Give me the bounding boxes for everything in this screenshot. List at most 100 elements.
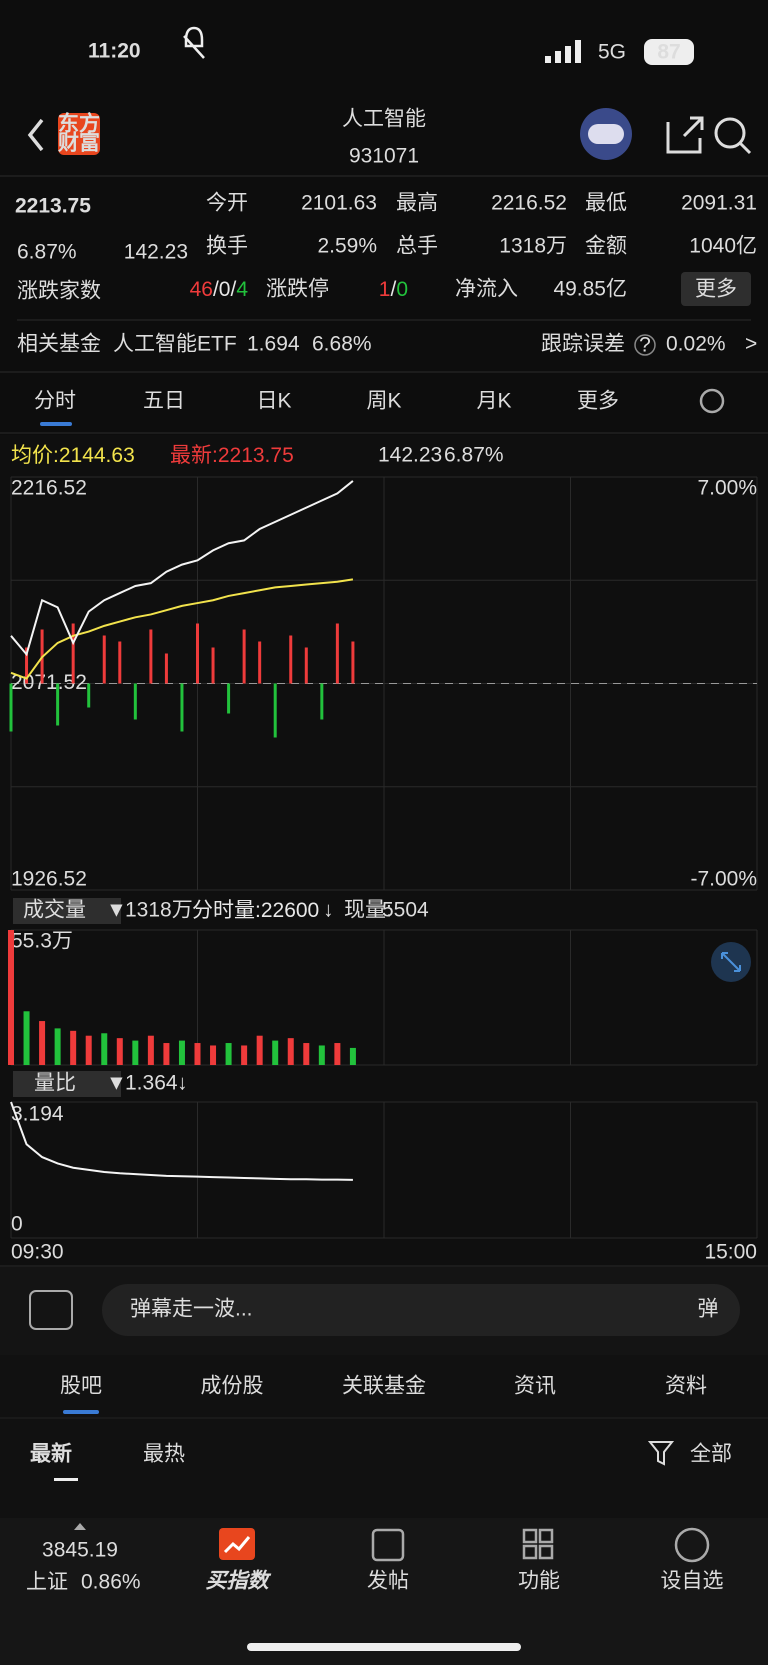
volume-bar <box>8 930 14 1065</box>
label[interactable]: 人工智能ETF <box>113 333 237 356</box>
comment-icon[interactable] <box>29 1290 73 1330</box>
volume-bar <box>101 1033 108 1065</box>
label: 今开 <box>206 192 248 215</box>
value: 1040亿 <box>689 235 757 258</box>
label: 1.364 <box>125 1072 178 1095</box>
post-icon[interactable] <box>371 1528 405 1562</box>
change: 142.23 <box>124 241 188 264</box>
label[interactable]: 弹 <box>698 1298 719 1321</box>
breadth: 46/0/4 <box>190 278 249 301</box>
sub-underline <box>54 1478 78 1481</box>
tab[interactable]: 更多 <box>577 390 619 413</box>
tab[interactable]: 月K <box>476 390 511 413</box>
more-button[interactable] <box>681 272 751 306</box>
bottom-nav <box>0 1518 768 1665</box>
logo-text: 财富 <box>58 131 100 155</box>
breadth-part: 0 <box>219 278 231 301</box>
flow-bar <box>351 641 355 684</box>
selector[interactable]: 成交量 <box>23 899 86 922</box>
ratio-selector[interactable] <box>13 1071 121 1097</box>
label[interactable]: 弹幕走一波... <box>130 1298 253 1321</box>
section-tab[interactable]: 成份股 <box>201 1375 264 1398</box>
value: 2216.52 <box>491 192 567 215</box>
flow-bar <box>56 683 60 726</box>
battery <box>644 39 694 65</box>
price: 2213.75 <box>15 195 91 218</box>
more-text[interactable]: 更多 <box>695 278 737 301</box>
label: 5504 <box>382 899 429 922</box>
volume-bar <box>241 1045 248 1065</box>
code: 931071 <box>349 145 419 168</box>
pct-min-label: -7.00% <box>690 868 757 891</box>
flow-bar <box>242 629 246 684</box>
selector-caret: ▼ <box>106 899 127 922</box>
buy-icon-line <box>223 1536 251 1554</box>
time: 11:20 <box>88 40 141 63</box>
avatar-face <box>588 124 624 144</box>
label[interactable]: 全部 <box>690 1443 732 1466</box>
limit-part: / <box>390 278 396 301</box>
tab[interactable]: 日K <box>256 390 291 413</box>
volume-bar <box>132 1040 139 1065</box>
flow-bar <box>289 635 293 684</box>
flow-bar <box>320 683 324 720</box>
prev-close-label: 2071.52 <box>11 671 87 694</box>
breadth-part: 4 <box>236 278 248 301</box>
buy-icon[interactable] <box>219 1528 255 1560</box>
label[interactable]: 发帖 <box>367 1570 409 1593</box>
section-tab[interactable]: 股吧 <box>60 1375 102 1398</box>
limit: 1/0 <box>379 278 408 301</box>
func-icon[interactable] <box>522 1528 554 1560</box>
filter-icon[interactable] <box>647 1441 675 1466</box>
flow-bar <box>273 683 277 738</box>
volume-bar <box>303 1043 310 1065</box>
y-min-label: 1926.52 <box>11 868 87 891</box>
label: 净流入 <box>455 278 518 301</box>
label[interactable]: 功能 <box>518 1570 560 1593</box>
label: 上证 <box>26 1571 68 1594</box>
flow-bar <box>196 623 199 684</box>
volume-bar <box>318 1045 325 1065</box>
watch-icon[interactable] <box>674 1527 710 1563</box>
label[interactable]: 设自选 <box>661 1570 724 1593</box>
flow-bar <box>71 623 75 684</box>
value: 1318万 <box>499 235 567 258</box>
label[interactable]: 买指数 <box>206 1569 272 1593</box>
comment-input[interactable] <box>102 1284 740 1336</box>
selector[interactable]: 量比 <box>34 1072 76 1095</box>
label: 涨跌家数 <box>17 280 101 303</box>
value: 2.59% <box>317 235 377 258</box>
section-tab[interactable]: 关联基金 <box>342 1375 426 1398</box>
settings-icon[interactable] <box>699 388 725 414</box>
volume-bar <box>116 1038 123 1065</box>
flow-bar <box>180 683 184 732</box>
label[interactable]: 最热 <box>143 1443 185 1466</box>
price-line <box>10 480 354 657</box>
limit-part: 1 <box>379 278 391 301</box>
intraday-info-part: 2144.63 <box>59 444 135 467</box>
tab[interactable]: 五日 <box>143 390 185 413</box>
back-icon[interactable] <box>27 118 44 152</box>
label[interactable]: 最新 <box>30 1442 72 1466</box>
label: ? <box>639 334 651 357</box>
logo-text: 东方 <box>58 112 100 136</box>
help-icon[interactable] <box>634 334 656 356</box>
share-icon[interactable] <box>666 116 704 154</box>
search-handle <box>738 141 752 155</box>
section-tab[interactable]: 资讯 <box>514 1375 556 1398</box>
section-tab[interactable]: 资料 <box>665 1375 707 1398</box>
intraday-info-part: 最新: <box>170 444 218 467</box>
search-icon[interactable] <box>714 117 746 149</box>
flow-bar <box>25 647 29 684</box>
volume-bar <box>23 1011 30 1065</box>
tab[interactable]: 周K <box>366 390 401 413</box>
value: 2101.63 <box>301 192 377 215</box>
label: 0.86% <box>81 1571 141 1594</box>
volume-bar <box>178 1040 185 1065</box>
expand-icon <box>721 952 741 972</box>
network: 5G <box>598 41 626 64</box>
tab[interactable]: 分时 <box>34 390 76 413</box>
limit-part: 0 <box>396 278 408 301</box>
volume-selector[interactable] <box>13 898 121 924</box>
